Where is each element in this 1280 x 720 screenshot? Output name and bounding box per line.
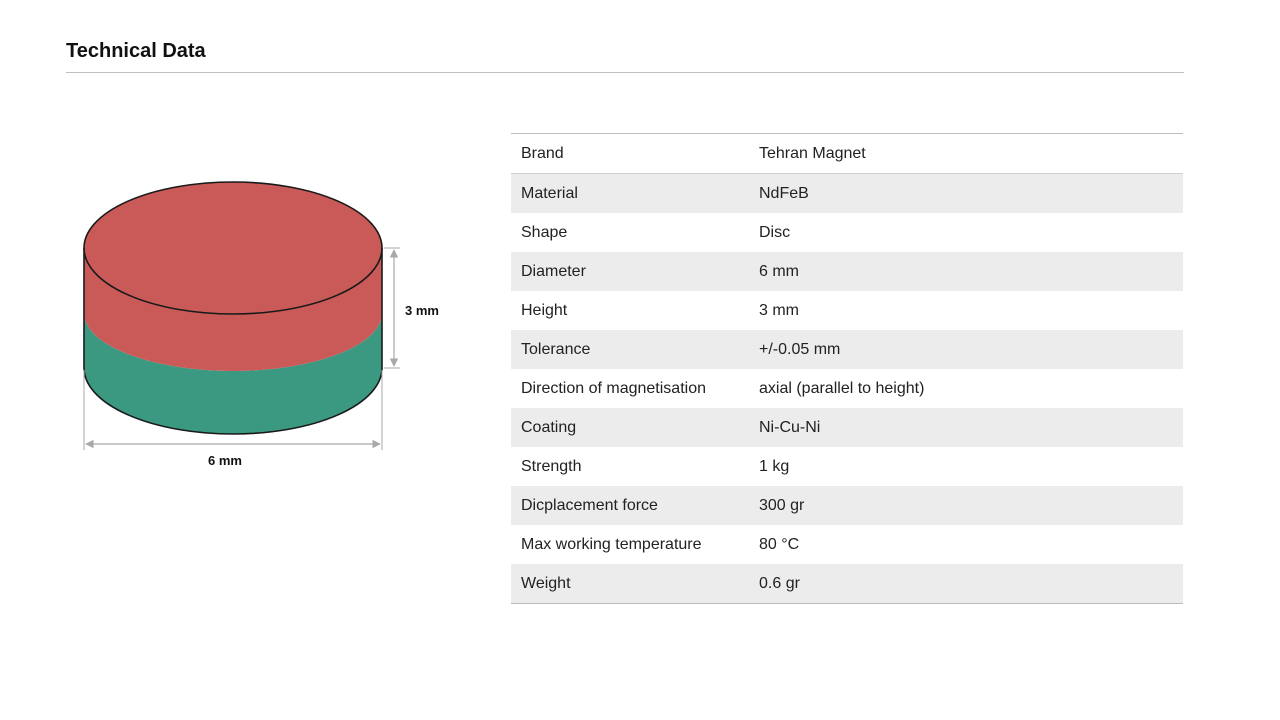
spec-row-diameter: Diameter 6 mm bbox=[511, 252, 1183, 291]
spec-label: Direction of magnetisation bbox=[521, 379, 706, 397]
spec-label: Height bbox=[521, 301, 568, 319]
spec-row-tolerance: Tolerance +/-0.05 mm bbox=[511, 330, 1183, 369]
spec-label: Brand bbox=[521, 144, 564, 162]
spec-value: 300 gr bbox=[759, 496, 805, 514]
spec-value: 1 kg bbox=[759, 457, 790, 475]
spec-value: Disc bbox=[759, 223, 791, 241]
spec-label: Shape bbox=[521, 223, 568, 241]
spec-value: Tehran Magnet bbox=[759, 144, 866, 162]
spec-label: Strength bbox=[521, 457, 582, 475]
spec-label: Max working temperature bbox=[521, 535, 702, 553]
spec-label: Material bbox=[521, 184, 578, 202]
page-title: Technical Data bbox=[66, 40, 206, 62]
magnet-top-face bbox=[83, 181, 383, 315]
spec-row-direction: Direction of magnetisation axial (parall… bbox=[511, 369, 1183, 408]
magnet-outline bbox=[83, 248, 383, 435]
spec-row-displacement-force: Dicplacement force 300 gr bbox=[511, 486, 1183, 525]
spec-row-material: Material NdFeB bbox=[511, 174, 1183, 213]
spec-row-height: Height 3 mm bbox=[511, 291, 1183, 330]
magnet-south-side bbox=[84, 313, 382, 434]
title-divider bbox=[66, 72, 1184, 73]
spec-value: 0.6 gr bbox=[759, 574, 800, 592]
height-dimension-label: 3 mm bbox=[405, 303, 439, 318]
spec-value: 80 °C bbox=[759, 535, 800, 553]
spec-row-max-temperature: Max working temperature 80 °C bbox=[511, 525, 1183, 564]
spec-value: NdFeB bbox=[759, 184, 809, 202]
disc-magnet-illustration: 3 mm 6 mm bbox=[83, 181, 439, 468]
spec-label: Coating bbox=[521, 418, 577, 436]
spec-value: 6 mm bbox=[759, 262, 799, 280]
spec-label: Dicplacement force bbox=[521, 496, 658, 514]
spec-row-strength: Strength 1 kg bbox=[511, 447, 1183, 486]
width-dimension-label: 6 mm bbox=[208, 453, 242, 468]
spec-value: axial (parallel to height) bbox=[759, 379, 925, 397]
spec-value: +/-0.05 mm bbox=[759, 340, 841, 358]
spec-row-coating: Coating Ni-Cu-Ni bbox=[511, 408, 1183, 447]
spec-row-shape: Shape Disc bbox=[511, 213, 1183, 252]
spec-row-brand: Brand Tehran Magnet bbox=[511, 134, 1183, 174]
spec-row-weight: Weight 0.6 gr bbox=[511, 564, 1183, 603]
spec-table: Brand Tehran Magnet Material NdFeB Shape… bbox=[511, 133, 1183, 604]
spec-value: 3 mm bbox=[759, 301, 799, 319]
spec-label: Tolerance bbox=[521, 340, 591, 358]
spec-label: Weight bbox=[521, 574, 571, 592]
magnet-figure: 3 mm 6 mm bbox=[70, 170, 470, 480]
spec-label: Diameter bbox=[521, 262, 586, 280]
spec-value: Ni-Cu-Ni bbox=[759, 418, 821, 436]
